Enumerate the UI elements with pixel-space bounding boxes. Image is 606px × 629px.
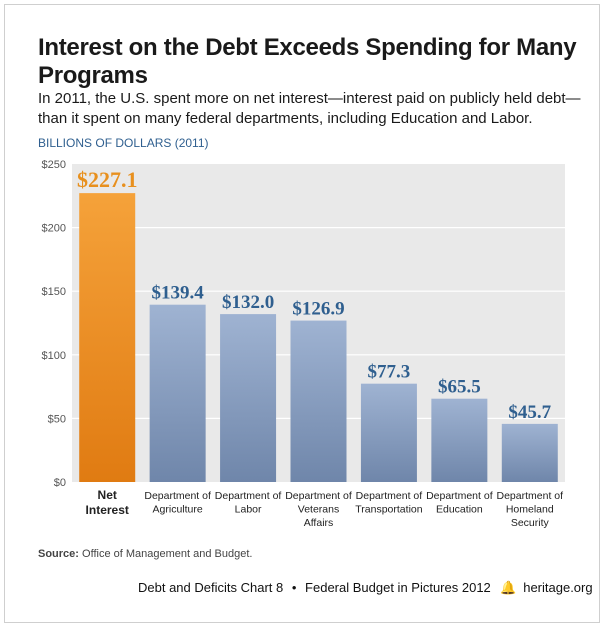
category-label-line: Department of (497, 490, 564, 502)
bar (149, 304, 206, 482)
footer: Debt and Deficits Chart 8 • Federal Budg… (138, 580, 593, 596)
footer-separator: • (291, 580, 297, 595)
source-label: Source: (38, 548, 79, 560)
category-label-line: Department of (144, 490, 211, 502)
category-label-line: Labor (235, 504, 262, 516)
category-label-line: Veterans (298, 504, 339, 516)
y-tick-label: $250 (42, 159, 66, 171)
category-label: Department of Agriculture (144, 490, 211, 516)
bar-chart: $0 $50 $100 $150 $200 $250 $227.1 $139.4 $132.0… (42, 159, 565, 529)
category-label: Department of Veterans Affairs (285, 490, 352, 529)
y-tick-label: $200 (42, 223, 66, 235)
value-label: $132.0 (222, 292, 274, 313)
value-label: $77.3 (368, 362, 411, 383)
bar (501, 423, 558, 482)
chart-frame (4, 4, 600, 623)
liberty-bell-icon: 🔔 (500, 580, 517, 595)
y-tick-label: $0 (54, 477, 66, 489)
bar (290, 320, 347, 482)
y-tick-label: $50 (48, 413, 66, 425)
unit-label: BILLIONS OF DOLLARS (2011) (38, 136, 209, 150)
category-label-line: Agriculture (153, 504, 203, 516)
category-label: Department of Transportation (355, 490, 422, 516)
category-label-line: Affairs (304, 517, 334, 529)
category-label-line: Transportation (355, 504, 422, 516)
bar (360, 383, 417, 482)
category-label-line: Department of (356, 490, 423, 502)
category-label: Net Interest (86, 488, 129, 517)
footer-site-link[interactable]: heritage.org (523, 580, 593, 595)
chart-subtitle: In 2011, the U.S. spent more on net inte… (38, 90, 581, 127)
source-text: Office of Management and Budget. (82, 548, 253, 560)
category-label: Department of Education (426, 490, 493, 516)
footer-publication: Federal Budget in Pictures 2012 (305, 580, 491, 595)
category-label: Department of Labor (215, 490, 282, 516)
footer-series: Debt and Deficits Chart 8 (138, 580, 284, 595)
bar (431, 398, 488, 482)
category-label: Department of Homeland Security (497, 490, 564, 529)
category-label-line: Department of (285, 490, 352, 502)
value-label: $65.5 (438, 377, 481, 398)
bar (220, 314, 277, 482)
category-label-line: Security (511, 517, 550, 529)
chart-title: Interest on the Debt Exceeds Spending fo… (38, 34, 577, 89)
value-label: $126.9 (292, 299, 344, 320)
category-label-line: Education (436, 504, 483, 516)
category-label-line: Department of (215, 490, 282, 502)
category-label-line: Homeland (506, 504, 554, 516)
y-tick-label: $100 (42, 350, 66, 362)
category-label-line: Interest (86, 503, 129, 517)
value-label: $227.1 (77, 167, 138, 192)
bar (79, 193, 136, 483)
value-label: $139.4 (152, 283, 205, 304)
y-tick-label: $150 (42, 286, 66, 298)
category-label-line: Net (98, 488, 117, 502)
value-label: $45.7 (508, 402, 551, 423)
category-label-line: Department of (426, 490, 493, 502)
source-note: Source: Office of Management and Budget. (38, 548, 252, 560)
